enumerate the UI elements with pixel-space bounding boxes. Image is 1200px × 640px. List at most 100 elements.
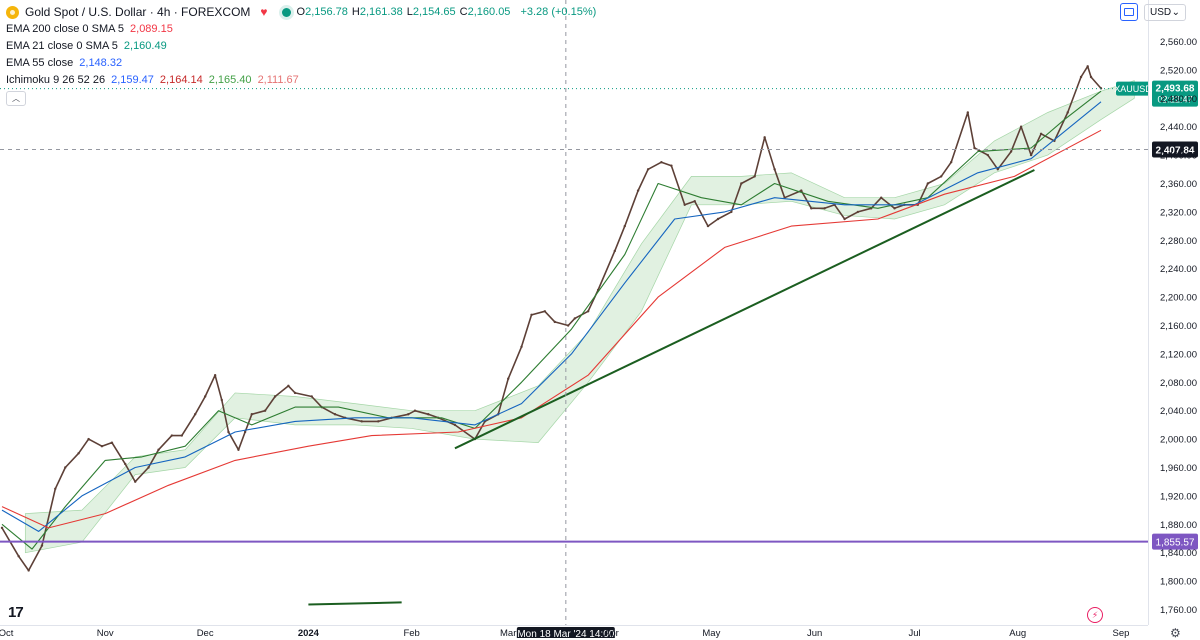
price-point bbox=[880, 196, 883, 199]
time-tick-label: Mar bbox=[500, 628, 516, 638]
price-point bbox=[220, 398, 224, 402]
time-tick-label: 2024 bbox=[298, 628, 320, 638]
price-point bbox=[683, 203, 686, 206]
price-tick-label: 2,440.00 bbox=[1160, 122, 1197, 133]
price-point bbox=[413, 409, 417, 412]
time-tick-label: Nov bbox=[97, 628, 114, 638]
series-line-ema-21[interactable] bbox=[1, 90, 1102, 550]
gold-symbol-icon bbox=[6, 6, 19, 19]
price-point bbox=[110, 441, 114, 444]
indicator-label: EMA 21 close 0 SMA 5 bbox=[6, 40, 118, 52]
price-point bbox=[706, 224, 710, 228]
last-price-tag bbox=[1152, 80, 1198, 107]
price-point bbox=[227, 430, 230, 434]
series-line-ema-200[interactable] bbox=[1, 129, 1102, 529]
price-tick-label: 2,560.00 bbox=[1160, 37, 1197, 48]
price-tick-label: 2,280.00 bbox=[1160, 236, 1197, 247]
price-point bbox=[157, 448, 160, 451]
price-point bbox=[566, 324, 570, 327]
price-point bbox=[213, 374, 217, 377]
currency-button[interactable]: USD ⌄ bbox=[1144, 3, 1186, 21]
price-tick-label: 1,880.00 bbox=[1160, 520, 1197, 531]
price-tick-label: 1,800.00 bbox=[1160, 577, 1197, 588]
indicator-row[interactable]: EMA 200 close 0 SMA 5 2,089.15 bbox=[6, 21, 596, 38]
price-point bbox=[1086, 65, 1089, 68]
price-point bbox=[377, 420, 380, 423]
price-point bbox=[1066, 111, 1069, 114]
price-tick-label: 2,520.00 bbox=[1160, 65, 1197, 76]
indicator-row[interactable]: EMA 55 close 2,148.32 bbox=[6, 55, 596, 72]
price-tick-label: 1,840.00 bbox=[1160, 548, 1197, 559]
ohlc-values: O2,156.78 H2,161.38 L2,154.65 C2,160.05 bbox=[297, 4, 515, 21]
time-axis[interactable]: Mon 18 Mar '24 14:00 Oct Nov Dec 2024 Feb Mar A… bbox=[0, 625, 1148, 639]
price-tick-label: 1,920.00 bbox=[1160, 491, 1197, 502]
ichimoku-cloud bbox=[24, 80, 1135, 554]
crosshair-price-tag bbox=[1152, 141, 1198, 158]
series-line-ema-55[interactable] bbox=[1, 101, 1102, 532]
indicator-row[interactable]: EMA 21 close 0 SMA 5 2,160.49 bbox=[6, 38, 596, 55]
price-change: +3.28 (+0.15%) bbox=[520, 6, 597, 18]
trendline[interactable] bbox=[454, 169, 1035, 450]
price-tick-label: 2,400.00 bbox=[1160, 151, 1197, 162]
last-price-label: 2,493.68 bbox=[1156, 84, 1195, 95]
price-point bbox=[773, 168, 776, 171]
price-point bbox=[670, 164, 673, 167]
indicator-label: EMA 55 close bbox=[6, 57, 74, 69]
live-status-icon bbox=[281, 8, 291, 17]
indicator-value: 2,111.67 bbox=[257, 74, 299, 86]
crosshair-time-label: Mon 18 Mar '24 14:00 bbox=[517, 629, 614, 638]
price-point bbox=[27, 569, 30, 572]
collapse-chevron-icon: ︿ bbox=[12, 94, 20, 103]
indicator-row[interactable]: Ichimoku 9 26 52 26 2,159.47 2,164.14 2,165… bbox=[6, 72, 596, 89]
price-point bbox=[986, 153, 989, 157]
bar-countdown-label: 02:22:47 bbox=[1157, 95, 1192, 105]
price-point bbox=[170, 434, 174, 437]
fullscreen-icon bbox=[1124, 8, 1134, 16]
lightning-icon[interactable]: ⚡ bbox=[1087, 607, 1103, 623]
heart-icon[interactable]: ♥ bbox=[260, 5, 268, 19]
price-point bbox=[716, 217, 720, 221]
price-point bbox=[730, 210, 733, 214]
indicator-value: 2,165.40 bbox=[208, 74, 252, 86]
indicator-value: 2,148.32 bbox=[79, 57, 123, 69]
symbol-title[interactable]: Gold Spot / U.S. Dollar · 4h · FOREXCOM bbox=[25, 5, 251, 19]
time-tick-label: Jun bbox=[807, 628, 822, 638]
settings-gear-icon[interactable]: ⚙ bbox=[1170, 626, 1181, 640]
time-tick-label: Oct bbox=[0, 628, 14, 638]
time-tick-label: Sep bbox=[1113, 628, 1130, 638]
price-point bbox=[134, 480, 137, 483]
price-point bbox=[237, 448, 240, 451]
symbol-tag bbox=[1116, 81, 1150, 96]
support-price-label: 1,855.57 bbox=[1156, 538, 1195, 549]
price-point bbox=[1019, 125, 1023, 128]
trendline[interactable] bbox=[308, 601, 402, 606]
indicator-label: Ichimoku 9 26 52 26 bbox=[6, 74, 106, 86]
tradingview-logo-icon[interactable]: 17 bbox=[8, 604, 24, 621]
price-point bbox=[360, 420, 363, 423]
price-point bbox=[147, 466, 150, 469]
crosshair-time-tag bbox=[516, 627, 615, 638]
indicator-value: 2,159.47 bbox=[111, 74, 154, 86]
price-point bbox=[646, 168, 650, 171]
price-point bbox=[64, 466, 67, 469]
price-tick-label: 2,480.00 bbox=[1160, 94, 1197, 105]
collapse-legend-button[interactable]: ︿ bbox=[6, 91, 26, 106]
price-point bbox=[693, 200, 696, 203]
price-point bbox=[926, 182, 930, 185]
symbol-tag-label: XAUUSD bbox=[1114, 84, 1152, 94]
price-point bbox=[453, 423, 457, 427]
price-tick-label: 2,160.00 bbox=[1160, 321, 1197, 332]
plot-area[interactable]: XAUUSD bbox=[0, 0, 1152, 625]
price-point bbox=[54, 487, 57, 490]
price-point bbox=[1039, 132, 1043, 135]
series-line-xauusd[interactable] bbox=[1, 65, 1102, 572]
price-tick-label: 2,360.00 bbox=[1160, 179, 1197, 190]
price-tick-label: 1,960.00 bbox=[1160, 463, 1197, 474]
price-tick-label: 2,200.00 bbox=[1160, 293, 1197, 304]
crosshair-price-label: 2,407.84 bbox=[1156, 146, 1195, 157]
fullscreen-button[interactable] bbox=[1120, 3, 1138, 21]
price-point bbox=[660, 161, 663, 164]
time-tick-label: May bbox=[702, 628, 720, 638]
